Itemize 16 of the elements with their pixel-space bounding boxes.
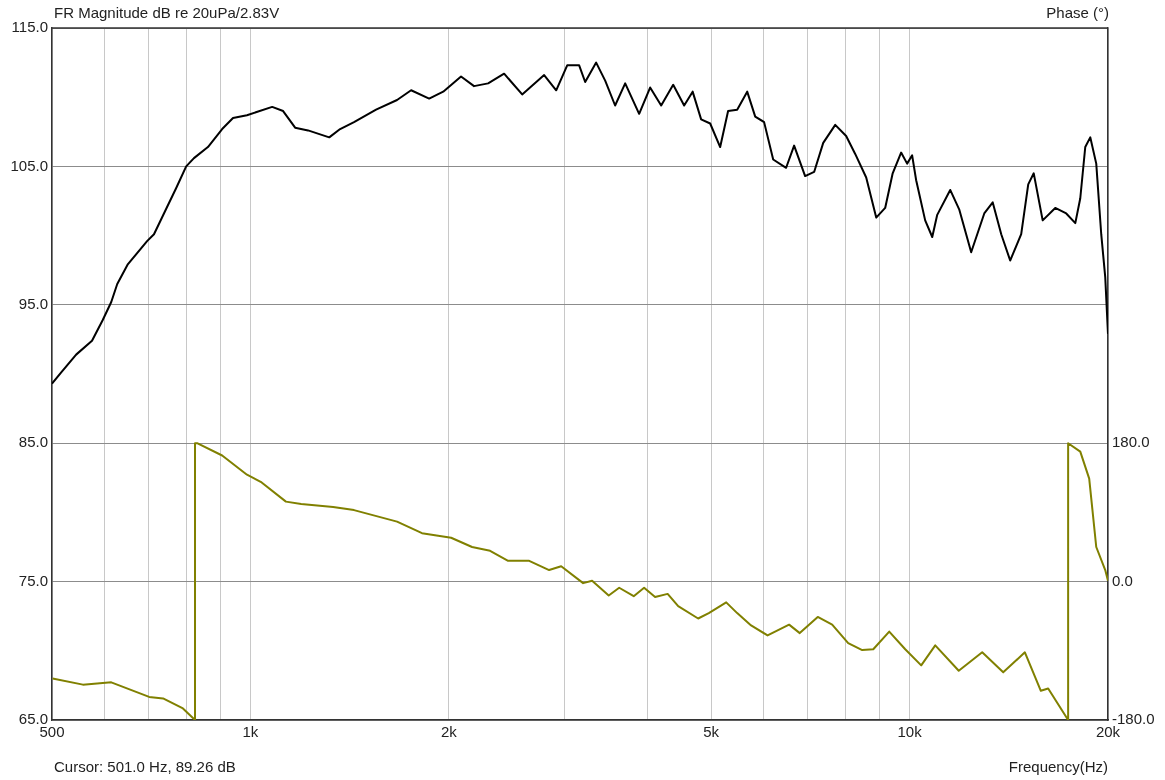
x-tick-label: 5k xyxy=(703,723,720,741)
text: Cursor: 501.0 Hz, 89.26 dB xyxy=(54,758,236,775)
y2-tick-label: 0.0 xyxy=(1112,571,1133,589)
y-tick-label: 105.0 xyxy=(10,156,48,174)
x-tick-label: 10k xyxy=(897,723,923,741)
y2-tick-label: 180.0 xyxy=(1112,433,1150,451)
y-tick-label: 85.0 xyxy=(18,433,48,451)
y2-axis-title: Phase (°) xyxy=(1046,4,1109,21)
x-tick-label: 20k xyxy=(1095,723,1121,741)
y-tick-label: 95.0 xyxy=(18,294,48,312)
x-tick-label: 1k xyxy=(242,723,259,741)
y-tick-label: 75.0 xyxy=(18,571,48,589)
x-tick-label: 2k xyxy=(440,723,458,741)
x-axis-title: Frequency(Hz) xyxy=(1008,758,1108,775)
y-tick-label: 115.0 xyxy=(11,18,48,36)
y-axis-title: FR Magnitude dB re 20uPa/2.83V xyxy=(54,4,280,21)
